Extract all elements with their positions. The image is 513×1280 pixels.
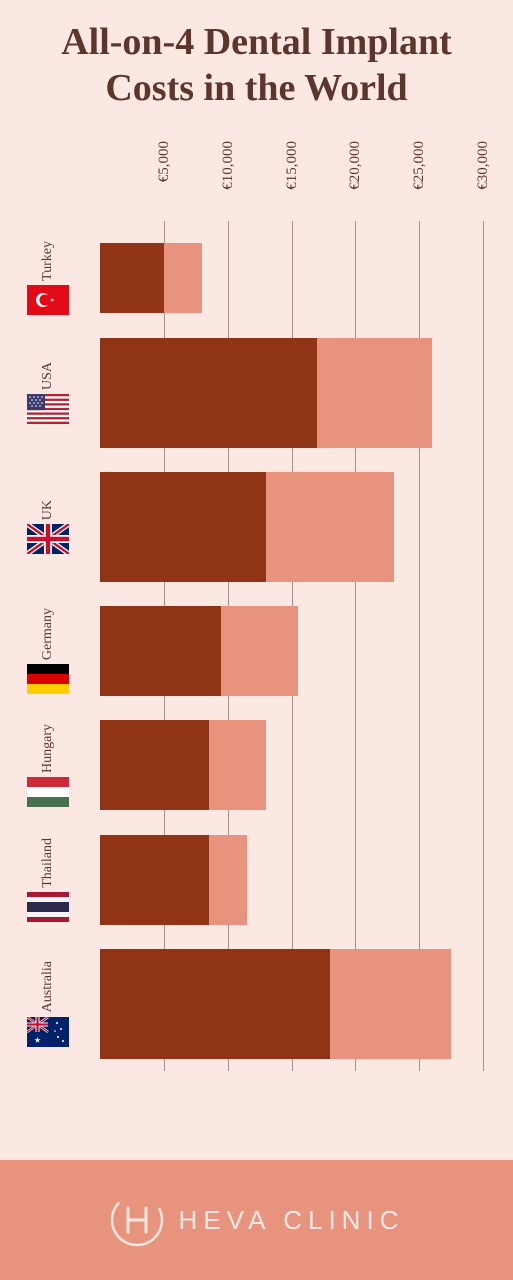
chart-title: All-on-4 Dental Implant Costs in the Wor… bbox=[0, 0, 513, 141]
bar-low bbox=[100, 720, 209, 810]
bars-container: Turkey USA UK Germany Hungary Thailand Austral… bbox=[100, 231, 483, 1071]
thailand-flag-icon bbox=[27, 892, 69, 922]
bar-low bbox=[100, 338, 317, 448]
chart-area: €5,000€10,000€15,000€20,000€25,000€30,00… bbox=[100, 141, 483, 1071]
footer: HEVA CLINIC bbox=[0, 1160, 513, 1280]
bar-low bbox=[100, 949, 330, 1059]
axis-tick-label: €5,000 bbox=[156, 141, 173, 182]
country-label: UK bbox=[40, 500, 56, 520]
axis-tick-label: €10,000 bbox=[220, 141, 237, 190]
axis-tick-label: €30,000 bbox=[475, 141, 492, 190]
bar-row-hungary: Hungary bbox=[100, 720, 483, 810]
turkey-flag-icon bbox=[27, 285, 69, 315]
gridline bbox=[483, 221, 484, 1071]
bar-row-uk: UK bbox=[100, 472, 483, 582]
axis-tick-label: €15,000 bbox=[284, 141, 301, 190]
bar-row-australia: Australia bbox=[100, 949, 483, 1059]
bar-low bbox=[100, 606, 221, 696]
country-column: Hungary bbox=[0, 720, 95, 810]
country-column: Germany bbox=[0, 606, 95, 696]
uk-flag-icon bbox=[27, 524, 69, 554]
axis-tick-label: €25,000 bbox=[411, 141, 428, 190]
country-label: Hungary bbox=[40, 724, 56, 773]
x-axis-labels: €5,000€10,000€15,000€20,000€25,000€30,00… bbox=[100, 141, 483, 221]
bar-low bbox=[100, 835, 209, 925]
bar-low bbox=[100, 243, 164, 313]
axis-tick-label: €20,000 bbox=[347, 141, 364, 190]
brand-name: HEVA CLINIC bbox=[179, 1205, 405, 1236]
country-column: Australia bbox=[0, 949, 95, 1059]
country-column: Thailand bbox=[0, 835, 95, 925]
germany-flag-icon bbox=[27, 664, 69, 694]
bar-row-germany: Germany bbox=[100, 606, 483, 696]
country-label: Turkey bbox=[40, 241, 56, 281]
country-label: Thailand bbox=[40, 838, 56, 888]
australia-flag-icon bbox=[27, 1017, 69, 1047]
country-label: Germany bbox=[40, 608, 56, 660]
country-column: Turkey bbox=[0, 243, 95, 313]
hungary-flag-icon bbox=[27, 777, 69, 807]
bar-row-turkey: Turkey bbox=[100, 243, 483, 313]
brand-logo-icon bbox=[109, 1192, 165, 1248]
country-label: Australia bbox=[40, 961, 56, 1012]
country-column: UK bbox=[0, 472, 95, 582]
country-label: USA bbox=[40, 362, 56, 390]
bar-row-usa: USA bbox=[100, 338, 483, 448]
country-column: USA bbox=[0, 338, 95, 448]
usa-flag-icon bbox=[27, 394, 69, 424]
bar-low bbox=[100, 472, 266, 582]
bar-row-thailand: Thailand bbox=[100, 835, 483, 925]
